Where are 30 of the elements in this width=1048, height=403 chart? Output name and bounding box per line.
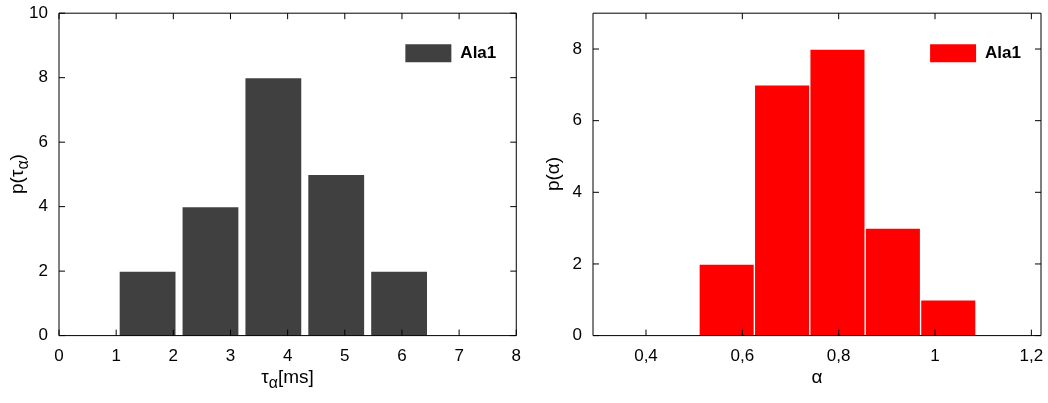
- y-tick-label: 0: [38, 325, 48, 345]
- x-tick-label: 8: [511, 346, 522, 366]
- y-tick-label: 8: [572, 38, 582, 58]
- y-tick-label: 6: [38, 131, 48, 151]
- y-tick-label: 8: [38, 67, 48, 87]
- x-tick-label: 2: [168, 346, 179, 366]
- x-tick-label: 3: [225, 346, 236, 366]
- x-tick-label: 6: [397, 346, 407, 366]
- x-tick-label: 1,2: [1019, 346, 1044, 366]
- x-axis-title: τ$_{α}$[ms]: [261, 365, 314, 392]
- x-tick-label: 0,6: [730, 346, 755, 366]
- x-tick-label: 5: [340, 346, 350, 366]
- y-tick-label: 4: [572, 182, 582, 201]
- y-tick-label: 6: [572, 110, 582, 130]
- x-tick-label: 0,4: [634, 346, 658, 366]
- y-tick-label: 2: [38, 260, 48, 280]
- y-tick-label: 4: [38, 196, 48, 216]
- legend-label: Ala1: [460, 42, 497, 62]
- x-tick-label: 0,8: [826, 346, 851, 366]
- legend-label: Ala1: [985, 42, 1022, 62]
- y-axis-title: p(α): [542, 157, 564, 192]
- y-tick-label: 2: [572, 253, 582, 273]
- x-tick-label: 7: [454, 346, 464, 366]
- y-tick-label: 0: [572, 325, 582, 345]
- x-tick-label: 1: [111, 346, 121, 366]
- x-tick-label: 0: [54, 346, 64, 366]
- x-tick-label: 1: [930, 346, 940, 366]
- x-tick-label: 4: [282, 346, 293, 366]
- x-axis-title: α: [811, 365, 823, 388]
- y-tick-label: 10: [29, 2, 48, 22]
